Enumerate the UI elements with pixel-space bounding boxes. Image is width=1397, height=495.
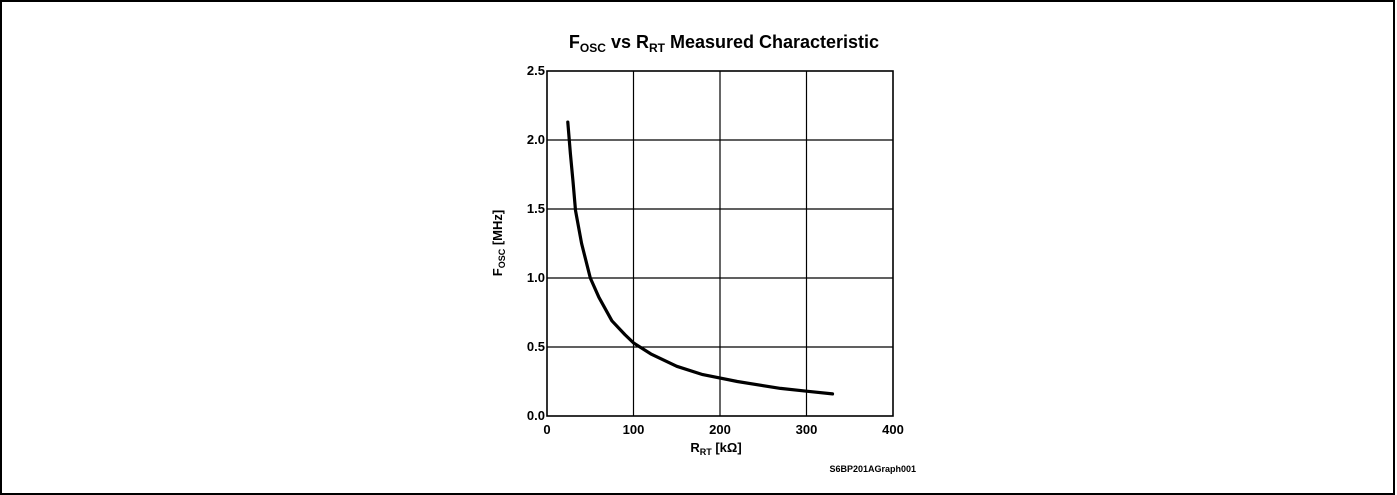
chart-title: FOSC vs RRT Measured Characteristic [569, 32, 879, 55]
footnote: S6BP201AGraph001 [829, 464, 916, 474]
y-tick-label: 1.5 [527, 201, 545, 216]
y-tick-label: 1.0 [527, 270, 545, 285]
y-tick-label: 0.5 [527, 339, 545, 354]
title-end: Measured Characteristic [665, 32, 879, 52]
y-axis-label-unit: [MHz] [490, 210, 505, 249]
x-axis-label: RRT [kΩ] [690, 440, 741, 457]
y-axis-label-main: F [490, 268, 505, 276]
y-tick-label: 0.0 [527, 408, 545, 423]
y-tick-label: 2.0 [527, 132, 545, 147]
x-axis-label-main: R [690, 440, 700, 455]
title-main-sub: OSC [580, 41, 606, 55]
y-axis-label-sub: OSC [497, 248, 507, 268]
x-tick-label: 100 [623, 422, 645, 437]
x-tick-label: 300 [796, 422, 818, 437]
y-axis-label: FOSC [MHz] [490, 210, 507, 276]
x-tick-label: 400 [882, 422, 904, 437]
title-middle: vs R [606, 32, 649, 52]
plot-area: 0 100 200 300 400 0.0 0.5 1.0 1.5 2.0 2.5 [527, 63, 904, 437]
title-middle-sub: RT [649, 41, 666, 55]
series-line [566, 120, 835, 396]
x-tick-label: 200 [709, 422, 731, 437]
title-main: F [569, 32, 580, 52]
x-tick-label: 0 [543, 422, 550, 437]
y-tick-label: 2.5 [527, 63, 545, 78]
x-axis-label-sub: RT [700, 447, 712, 457]
x-axis-label-unit: [kΩ] [712, 440, 742, 455]
